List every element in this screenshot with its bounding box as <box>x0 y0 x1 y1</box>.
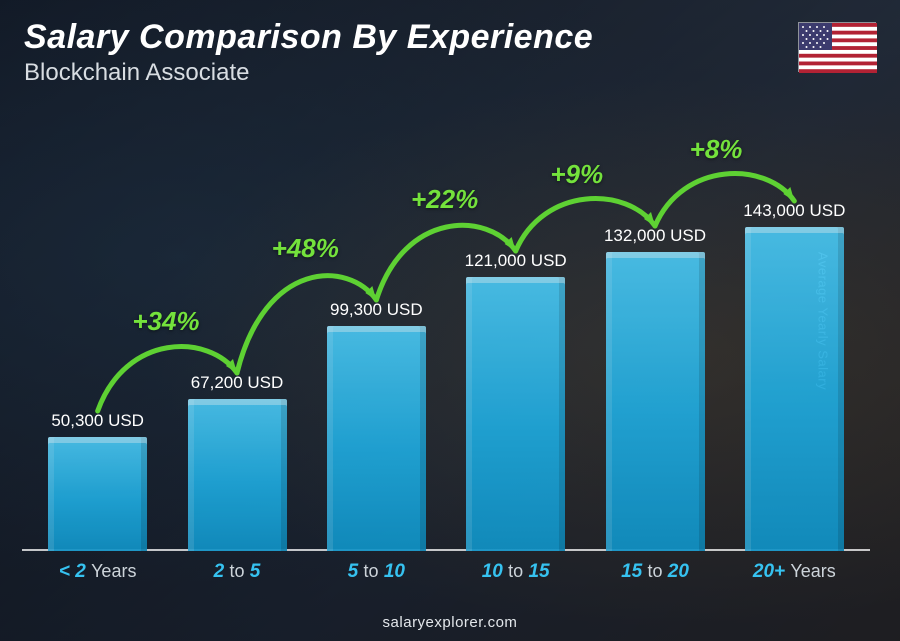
bar <box>48 437 147 551</box>
value-label: 132,000 USD <box>604 226 706 246</box>
growth-arrow-icon <box>28 109 864 579</box>
bar <box>188 399 287 551</box>
value-label: 67,200 USD <box>191 373 284 393</box>
bar <box>466 277 565 551</box>
growth-arrow-icon <box>28 109 864 579</box>
us-flag-svg <box>799 23 877 73</box>
baseline <box>22 549 870 551</box>
value-label: 99,300 USD <box>330 300 423 320</box>
bar-chart: 50,300 USD< 2 Years67,200 USD2 to 5+34%9… <box>28 109 864 579</box>
x-axis-label: 10 to 15 <box>458 561 573 583</box>
pct-label: +8% <box>690 134 743 165</box>
growth-arrow-icon <box>28 109 864 579</box>
value-label: 50,300 USD <box>51 411 144 431</box>
growth-arrow-icon <box>28 109 864 579</box>
bar <box>745 227 844 551</box>
x-axis-label: < 2 Years <box>40 561 155 583</box>
pct-label: +9% <box>550 159 603 190</box>
header: Salary Comparison By Experience Blockcha… <box>24 18 876 87</box>
growth-arrow-icon <box>28 109 864 579</box>
footer-credit: salaryexplorer.com <box>0 614 900 631</box>
pct-label: +22% <box>411 184 478 215</box>
x-axis-label: 5 to 10 <box>319 561 434 583</box>
x-axis-label: 2 to 5 <box>180 561 295 583</box>
page-subtitle: Blockchain Associate <box>24 59 593 87</box>
title-block: Salary Comparison By Experience Blockcha… <box>24 18 593 87</box>
value-label: 121,000 USD <box>465 251 567 271</box>
pct-label: +48% <box>272 233 339 264</box>
flag-icon <box>798 22 876 72</box>
page-title: Salary Comparison By Experience <box>24 18 593 57</box>
x-axis-label: 20+ Years <box>737 561 852 583</box>
infographic-container: Salary Comparison By Experience Blockcha… <box>0 0 900 641</box>
pct-label: +34% <box>132 306 199 337</box>
bar <box>606 252 705 551</box>
x-axis-label: 15 to 20 <box>598 561 713 583</box>
value-label: 143,000 USD <box>743 201 845 221</box>
bar <box>327 326 426 551</box>
